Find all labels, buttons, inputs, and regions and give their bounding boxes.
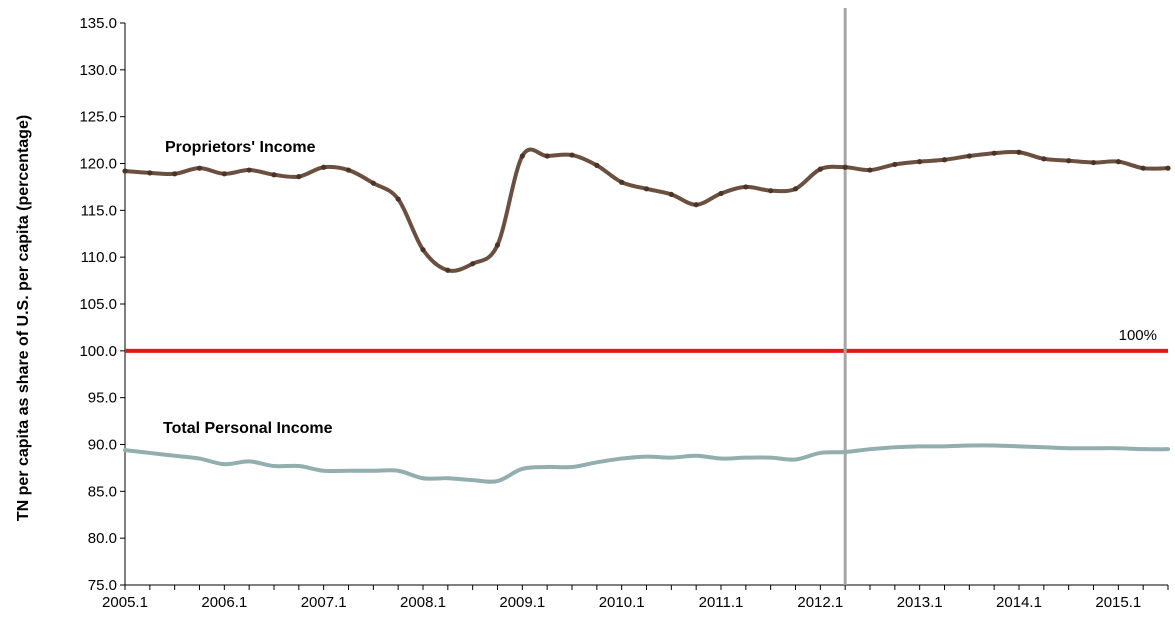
data-point-proprietors-income: [321, 164, 327, 170]
data-point-proprietors-income: [867, 167, 873, 173]
x-tick-label: 2005.1: [102, 594, 148, 611]
data-point-proprietors-income: [420, 247, 426, 253]
data-point-proprietors-income: [1140, 165, 1146, 171]
data-point-proprietors-income: [1016, 149, 1022, 155]
data-point-proprietors-income: [196, 165, 203, 171]
data-point-proprietors-income: [519, 153, 525, 159]
data-point-proprietors-income: [345, 167, 352, 173]
x-tick-label: 2014.1: [996, 594, 1042, 611]
data-point-proprietors-income: [718, 190, 724, 197]
y-tick-label: 130.0: [79, 62, 117, 79]
data-point-proprietors-income: [147, 170, 153, 176]
x-tick-label: 2009.1: [499, 594, 545, 611]
data-point-proprietors-income: [768, 188, 774, 194]
data-point-proprietors-income: [470, 261, 476, 267]
y-tick-label: 115.0: [81, 202, 117, 219]
x-tick-label: 2013.1: [897, 594, 943, 611]
data-point-proprietors-income: [370, 180, 376, 186]
reference-line-label: 100%: [1119, 327, 1157, 344]
data-point-proprietors-income: [395, 196, 401, 202]
series-line-proprietors-income: [123, 147, 1170, 273]
y-tick-label: 100.0: [79, 343, 117, 360]
data-point-proprietors-income: [271, 172, 277, 178]
data-point-proprietors-income: [643, 186, 650, 192]
y-tick-label: 125.0: [79, 109, 117, 126]
reference-line-group: 100%: [125, 327, 1168, 353]
data-point-proprietors-income: [594, 162, 600, 168]
data-point-proprietors-income: [792, 186, 799, 192]
data-point-proprietors-income: [842, 164, 848, 170]
data-point-proprietors-income: [693, 202, 699, 208]
data-point-proprietors-income: [917, 159, 923, 165]
data-point-proprietors-income: [122, 168, 128, 174]
data-point-proprietors-income: [619, 179, 625, 185]
data-point-proprietors-income: [569, 152, 575, 158]
x-tick-label: 2008.1: [400, 594, 446, 611]
y-tick-label: 75.0: [88, 577, 117, 594]
x-tick-label: 2010.1: [599, 594, 645, 611]
data-point-proprietors-income: [172, 171, 178, 177]
x-tick-label: 2015.1: [1095, 594, 1141, 611]
data-point-proprietors-income: [668, 191, 674, 198]
x-axis: 2005.1 2006.1 2007.1 2008.1 2009.1 2010.1 2011…: [102, 584, 1169, 611]
data-point-proprietors-income: [817, 166, 823, 172]
y-axis-title: TN per capita as share of U.S. per capit…: [15, 115, 32, 521]
data-point-proprietors-income: [743, 184, 749, 190]
y-tick-label: 85.0: [88, 483, 117, 500]
y-tick-label: 135.0: [79, 15, 117, 32]
y-tick-label: 120.0: [79, 156, 117, 173]
data-point-proprietors-income: [941, 157, 948, 163]
series-labels: Proprietors' Income Total Personal Income: [163, 139, 333, 437]
series-line-total-personal-income: [123, 443, 1170, 484]
series-label-proprietors-income: Proprietors' Income: [165, 139, 316, 156]
y-tick-label: 105.0: [79, 296, 117, 313]
data-point-proprietors-income: [1066, 158, 1072, 164]
y-tick-label: 80.0: [88, 530, 117, 547]
data-point-proprietors-income: [1115, 159, 1121, 165]
x-tick-label: 2006.1: [201, 594, 247, 611]
x-tick-label: 2007.1: [301, 594, 347, 611]
y-tick-label: 90.0: [88, 437, 117, 454]
y-axis: 75.0 80.0 85.0 90.0 95.0 100.0 105.0 110.0 115.0…: [79, 15, 126, 594]
series-label-total-personal-income: Total Personal Income: [163, 420, 333, 437]
series-group: [122, 147, 1171, 484]
y-tick-label: 110.0: [81, 249, 117, 266]
data-point-proprietors-income: [221, 171, 227, 177]
data-point-proprietors-income: [1041, 156, 1047, 162]
x-tick-label: 2012.1: [797, 594, 843, 611]
y-tick-label: 95.0: [88, 390, 117, 407]
data-point-proprietors-income: [544, 153, 550, 159]
data-point-proprietors-income: [445, 267, 451, 273]
data-point-proprietors-income: [991, 150, 997, 156]
data-point-proprietors-income: [1165, 165, 1171, 171]
data-point-proprietors-income: [1090, 159, 1097, 166]
data-point-proprietors-income: [494, 242, 501, 248]
x-tick-label: 2011.1: [699, 594, 744, 611]
data-point-proprietors-income: [966, 153, 972, 159]
data-point-proprietors-income: [246, 167, 252, 173]
data-point-proprietors-income: [892, 161, 898, 168]
data-point-proprietors-income: [296, 174, 302, 180]
